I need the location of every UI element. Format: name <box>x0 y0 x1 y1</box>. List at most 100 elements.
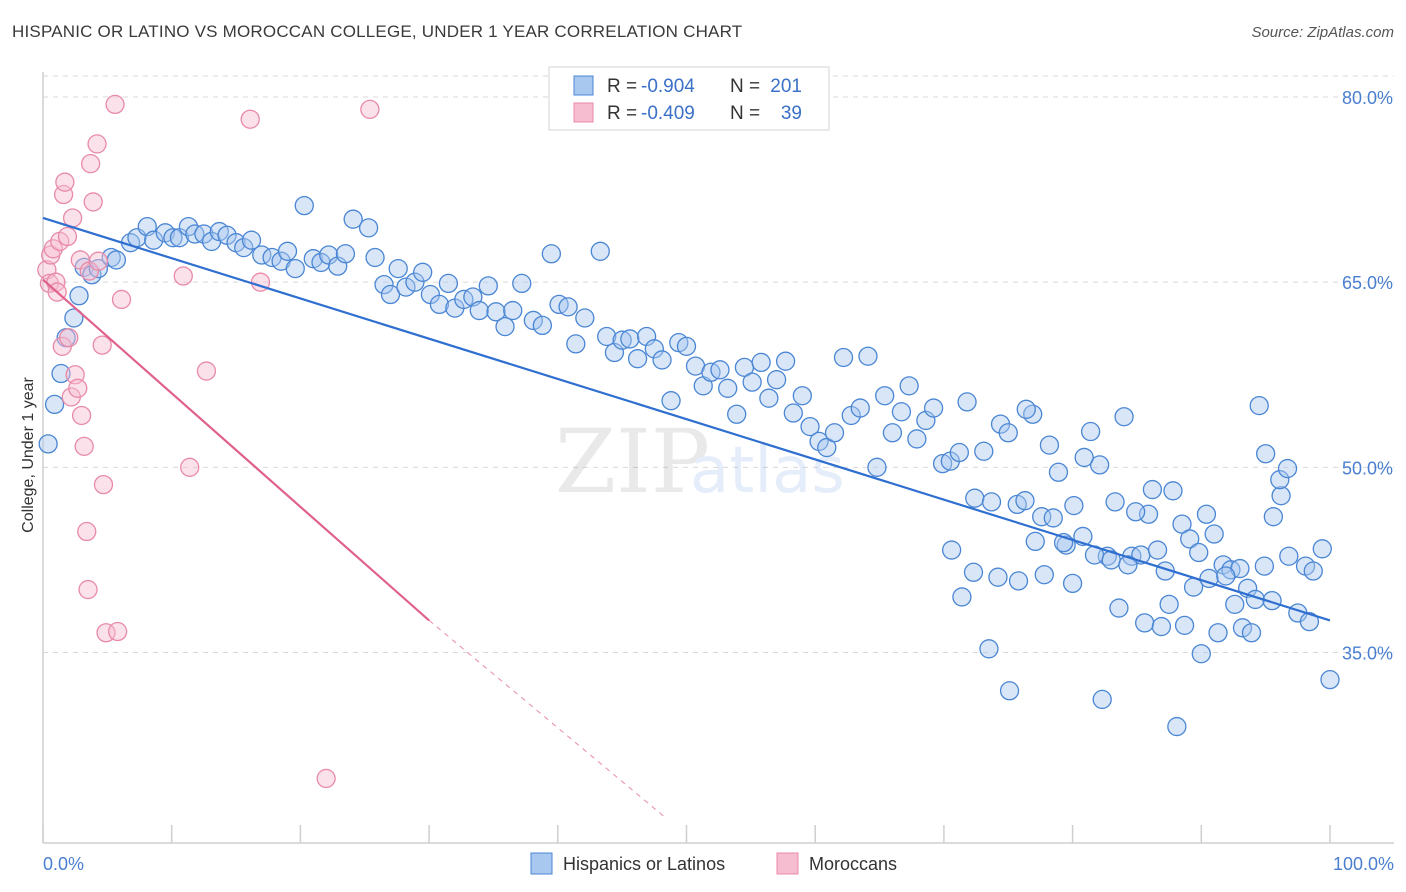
hispanic-point-91 <box>792 386 812 406</box>
hispanic-point-74 <box>652 350 672 370</box>
hispanic-point-70 <box>620 329 640 349</box>
hispanic-point-123 <box>1056 535 1076 555</box>
hispanic-point-107 <box>923 398 944 418</box>
hispanic-point-71 <box>627 349 648 369</box>
hispanic-point-63 <box>558 297 578 317</box>
hispanic-point-118 <box>1015 491 1035 511</box>
hispanic-point-92 <box>800 416 820 437</box>
legend-n-label-blue: N = <box>730 76 760 97</box>
hispanic-point-124 <box>1064 495 1084 516</box>
hispanic-point-110 <box>949 442 969 463</box>
watermark-atlas: atlas <box>690 434 845 508</box>
hispanic-point-164 <box>1025 531 1045 552</box>
hispanic-point-169 <box>1074 447 1094 468</box>
hispanic-point-38 <box>343 209 363 229</box>
moroccan-point-9 <box>55 172 75 192</box>
hispanic-point-104 <box>899 376 919 396</box>
moroccan-point-31 <box>111 289 132 310</box>
hispanic-point-193 <box>1270 470 1290 490</box>
hispanic-point-141 <box>1204 524 1224 544</box>
hispanic-point-154 <box>1312 539 1332 559</box>
hispanic-point-10 <box>106 250 127 270</box>
hispanic-point-26 <box>241 230 262 250</box>
legend-swatch-pink <box>573 102 594 123</box>
hispanic-point-114 <box>981 492 1002 512</box>
hispanic-point-14 <box>144 230 164 250</box>
hispanic-point-140 <box>1196 504 1217 524</box>
hispanic-point-148 <box>1262 591 1282 611</box>
hispanic-point-75 <box>661 391 681 411</box>
hispanic-point-191 <box>1256 444 1276 464</box>
trend-line-moroccans-extension <box>428 620 668 820</box>
hispanic-point-179 <box>1159 594 1179 615</box>
hispanic-point-37 <box>335 244 356 264</box>
moroccan-point-35 <box>240 109 260 129</box>
hispanic-point-113 <box>974 441 994 461</box>
hispanic-point-56 <box>495 316 515 337</box>
hispanic-point-49 <box>438 273 459 294</box>
moroccan-point-33 <box>180 457 200 477</box>
hispanic-point-42 <box>380 284 401 305</box>
hispanic-point-138 <box>1180 529 1200 549</box>
hispanic-point-60 <box>532 315 553 336</box>
moroccan-point-37 <box>316 768 336 789</box>
legend-box <box>548 66 830 131</box>
hispanic-point-1 <box>44 394 65 415</box>
hispanic-point-53 <box>469 300 489 321</box>
legend: R = -0.904 N = 201 R = -0.409 N = 39 <box>548 66 830 131</box>
moroccan-point-3 <box>43 239 63 259</box>
hispanic-point-88 <box>766 370 787 390</box>
hispanic-point-87 <box>759 388 779 408</box>
hispanic-point-20 <box>194 224 214 244</box>
hispanic-point-176 <box>1135 613 1155 633</box>
hispanic-point-161 <box>999 681 1020 701</box>
bottom-legend-label-blue: Hispanics or Latinos <box>563 854 725 874</box>
moroccan-point-25 <box>88 251 108 271</box>
hispanic-point-32 <box>294 195 314 216</box>
moroccan-point-34 <box>196 361 217 381</box>
trend-lines <box>42 216 1331 820</box>
hispanic-point-126 <box>1080 421 1101 442</box>
hispanic-point-160 <box>988 567 1008 587</box>
bottom-legend-label-pink: Moroccans <box>809 854 897 874</box>
hispanic-point-134 <box>1147 540 1168 560</box>
hispanic-point-30 <box>277 241 298 261</box>
moroccan-point-22 <box>80 154 101 174</box>
moroccan-point-38 <box>360 99 380 119</box>
hispanic-point-44 <box>396 277 416 297</box>
hispanic-point-168 <box>1062 573 1083 594</box>
moroccan-point-20 <box>78 579 98 600</box>
moroccan-point-24 <box>87 134 107 154</box>
legend-n-value-blue: 201 <box>770 76 802 97</box>
hispanic-point-163 <box>1016 399 1036 419</box>
hispanic-point-157 <box>952 587 972 607</box>
y-tick-label-0: 35.0% <box>1342 644 1393 664</box>
hispanic-point-86 <box>751 352 771 373</box>
hispanic-point-41 <box>374 274 394 295</box>
hispanic-point-105 <box>907 429 927 449</box>
x-axis-ticks <box>42 825 1331 843</box>
legend-r-label-pink: R = <box>607 103 637 124</box>
legend-r-value-blue: -0.904 <box>641 76 695 97</box>
chart-title: HISPANIC OR LATINO VS MOROCCAN COLLEGE, … <box>12 22 743 41</box>
hispanic-point-5 <box>69 286 89 306</box>
hispanic-point-46 <box>413 262 433 282</box>
hispanic-point-177 <box>1142 479 1163 500</box>
hispanic-point-43 <box>388 258 408 279</box>
series-moroccans-points <box>37 94 380 789</box>
hispanic-point-162 <box>1008 571 1029 591</box>
hispanic-point-77 <box>676 336 697 357</box>
moroccan-point-29 <box>105 94 125 115</box>
hispanic-point-165 <box>1034 565 1054 585</box>
hispanic-point-45 <box>405 272 425 292</box>
hispanic-point-180 <box>1167 716 1187 737</box>
hispanic-point-82 <box>718 378 738 398</box>
hispanic-point-18 <box>178 216 199 237</box>
hispanic-point-54 <box>478 276 498 296</box>
hispanic-point-4 <box>64 308 84 328</box>
hispanic-point-55 <box>486 302 506 322</box>
hispanic-point-121 <box>1039 435 1060 455</box>
hispanic-point-103 <box>891 402 912 422</box>
hispanic-point-81 <box>710 360 730 380</box>
x-tick-label-min: 0.0% <box>43 854 84 874</box>
